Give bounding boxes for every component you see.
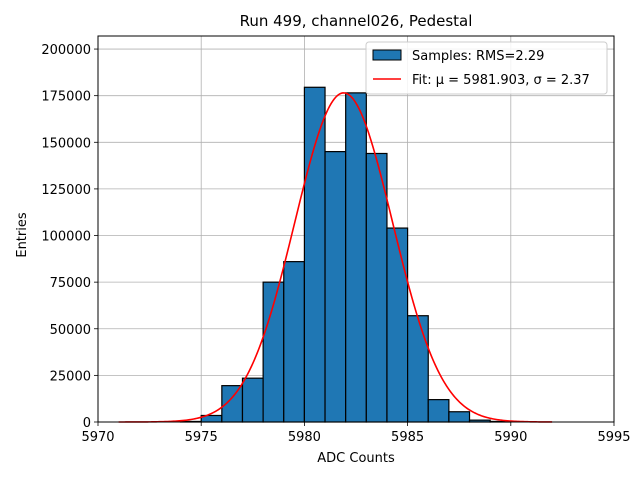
histogram-bar <box>427 399 450 423</box>
x-tick-label: 5990 <box>494 430 527 445</box>
plot-frame <box>97 35 615 423</box>
fit-curve-group <box>118 92 553 423</box>
axes <box>94 35 615 426</box>
legend-label: Fit: μ = 5981.903, σ = 2.37 <box>412 73 590 88</box>
tick-labels: 5970 5975 5980 5985 5990 5995 0 25000 50000 75000… <box>41 43 630 445</box>
histogram-bar <box>365 152 388 423</box>
histogram-bar <box>386 227 409 423</box>
fit-curve <box>118 92 553 423</box>
y-tick-label: 200000 <box>41 43 91 58</box>
y-tick-label: 0 <box>83 416 91 431</box>
y-tick-label: 150000 <box>41 136 91 151</box>
legend-box <box>365 41 608 95</box>
histogram-bar <box>448 411 471 423</box>
y-tick-label: 25000 <box>50 369 91 384</box>
histogram-bar <box>407 315 429 423</box>
y-tick-label: 175000 <box>41 90 91 105</box>
x-tick-label: 5985 <box>391 430 424 445</box>
x-tick-label: 5970 <box>81 430 114 445</box>
histogram-bar <box>241 377 264 423</box>
y-tick-label: 50000 <box>50 323 91 338</box>
y-tick-label: 100000 <box>41 230 91 245</box>
legend-bar-swatch <box>372 49 402 61</box>
histogram-bar <box>283 261 306 423</box>
histogram-bar <box>303 86 326 423</box>
x-tick-label: 5975 <box>185 430 218 445</box>
histogram-bar <box>345 92 367 423</box>
y-axis-label: Entries <box>15 212 30 258</box>
x-tick-label: 5980 <box>288 430 321 445</box>
histogram-bar <box>324 151 347 423</box>
histogram-bars <box>179 86 512 423</box>
legend-label: Samples: RMS=2.29 <box>412 49 544 64</box>
chart-title: Run 499, channel026, Pedestal <box>240 12 473 30</box>
y-tick-label: 125000 <box>41 183 91 198</box>
x-tick-label: 5995 <box>597 430 630 445</box>
y-tick-label: 75000 <box>50 276 91 291</box>
x-axis-label: ADC Counts <box>317 451 395 466</box>
legend: Samples: RMS=2.29 Fit: μ = 5981.903, σ = … <box>365 41 608 95</box>
